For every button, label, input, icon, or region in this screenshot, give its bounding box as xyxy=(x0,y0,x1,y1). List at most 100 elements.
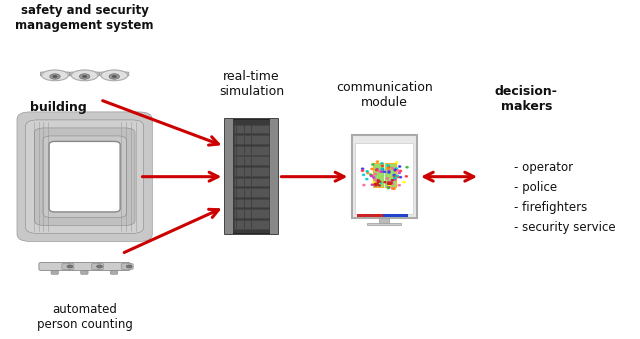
Ellipse shape xyxy=(374,184,376,185)
Ellipse shape xyxy=(387,187,390,189)
FancyBboxPatch shape xyxy=(234,146,269,155)
Ellipse shape xyxy=(378,180,380,181)
Ellipse shape xyxy=(381,169,383,170)
Ellipse shape xyxy=(394,170,396,171)
Ellipse shape xyxy=(381,171,383,172)
Ellipse shape xyxy=(371,168,373,170)
Ellipse shape xyxy=(390,182,392,183)
Ellipse shape xyxy=(376,168,378,170)
Ellipse shape xyxy=(397,176,399,178)
FancyBboxPatch shape xyxy=(49,141,120,212)
Ellipse shape xyxy=(396,168,397,169)
Ellipse shape xyxy=(82,75,87,78)
FancyBboxPatch shape xyxy=(234,178,269,186)
Ellipse shape xyxy=(379,181,381,182)
FancyBboxPatch shape xyxy=(51,268,58,274)
Bar xyxy=(383,214,408,217)
Ellipse shape xyxy=(393,174,396,176)
FancyBboxPatch shape xyxy=(234,135,269,144)
Text: building: building xyxy=(30,101,87,114)
Ellipse shape xyxy=(388,166,390,168)
FancyBboxPatch shape xyxy=(92,264,104,269)
Ellipse shape xyxy=(375,179,377,181)
Ellipse shape xyxy=(362,174,365,176)
Ellipse shape xyxy=(374,183,376,184)
FancyBboxPatch shape xyxy=(26,120,143,234)
FancyBboxPatch shape xyxy=(234,210,269,218)
Ellipse shape xyxy=(389,181,391,183)
Ellipse shape xyxy=(50,74,60,79)
Ellipse shape xyxy=(394,176,396,177)
Ellipse shape xyxy=(394,179,396,180)
Ellipse shape xyxy=(371,184,373,185)
Ellipse shape xyxy=(394,169,396,171)
Ellipse shape xyxy=(376,161,378,162)
Ellipse shape xyxy=(386,178,388,179)
Ellipse shape xyxy=(388,172,390,173)
Ellipse shape xyxy=(79,74,90,79)
Ellipse shape xyxy=(380,182,381,183)
FancyBboxPatch shape xyxy=(234,188,269,197)
FancyBboxPatch shape xyxy=(68,160,101,194)
FancyBboxPatch shape xyxy=(98,262,131,271)
FancyBboxPatch shape xyxy=(358,145,410,205)
Ellipse shape xyxy=(381,163,383,164)
Ellipse shape xyxy=(367,172,369,174)
Ellipse shape xyxy=(392,167,394,169)
Ellipse shape xyxy=(363,184,365,186)
Ellipse shape xyxy=(378,182,380,184)
Ellipse shape xyxy=(372,177,375,178)
Ellipse shape xyxy=(398,172,401,174)
Ellipse shape xyxy=(405,176,408,177)
Ellipse shape xyxy=(67,265,73,268)
Text: safety and security
management system: safety and security management system xyxy=(15,4,154,32)
FancyBboxPatch shape xyxy=(234,199,269,207)
Ellipse shape xyxy=(390,182,392,183)
FancyBboxPatch shape xyxy=(52,144,118,210)
Ellipse shape xyxy=(399,166,401,167)
Ellipse shape xyxy=(392,188,394,189)
Ellipse shape xyxy=(374,174,376,175)
Ellipse shape xyxy=(406,166,408,168)
Ellipse shape xyxy=(389,183,391,184)
Ellipse shape xyxy=(375,185,377,186)
Text: real-time
simulation: real-time simulation xyxy=(219,70,284,98)
FancyBboxPatch shape xyxy=(60,152,109,201)
Text: - operator
- police
- firefighters
- security service: - operator - police - firefighters - sec… xyxy=(514,161,616,234)
Ellipse shape xyxy=(366,171,368,172)
Bar xyxy=(372,163,396,187)
Ellipse shape xyxy=(369,174,372,175)
FancyBboxPatch shape xyxy=(40,72,70,76)
FancyBboxPatch shape xyxy=(35,128,135,225)
Ellipse shape xyxy=(111,75,117,78)
Ellipse shape xyxy=(362,170,364,171)
Ellipse shape xyxy=(376,170,378,171)
Ellipse shape xyxy=(388,185,390,186)
Ellipse shape xyxy=(42,70,68,81)
Ellipse shape xyxy=(378,185,380,186)
Ellipse shape xyxy=(399,177,401,178)
Ellipse shape xyxy=(381,165,383,166)
Ellipse shape xyxy=(394,177,396,179)
FancyBboxPatch shape xyxy=(269,119,278,234)
Ellipse shape xyxy=(126,265,132,268)
Ellipse shape xyxy=(381,168,383,170)
Ellipse shape xyxy=(101,70,127,81)
Ellipse shape xyxy=(403,181,405,183)
Ellipse shape xyxy=(387,165,389,166)
Ellipse shape xyxy=(366,178,368,180)
Ellipse shape xyxy=(373,182,375,183)
Ellipse shape xyxy=(371,175,373,176)
Ellipse shape xyxy=(399,170,401,172)
Ellipse shape xyxy=(362,168,364,170)
Text: communication
module: communication module xyxy=(336,81,433,109)
Ellipse shape xyxy=(376,184,378,185)
FancyBboxPatch shape xyxy=(225,119,233,234)
Bar xyxy=(356,214,383,217)
FancyBboxPatch shape xyxy=(81,268,88,274)
Ellipse shape xyxy=(396,176,398,178)
FancyBboxPatch shape xyxy=(352,135,417,218)
FancyBboxPatch shape xyxy=(110,268,118,274)
Ellipse shape xyxy=(371,175,372,177)
Ellipse shape xyxy=(398,185,401,186)
